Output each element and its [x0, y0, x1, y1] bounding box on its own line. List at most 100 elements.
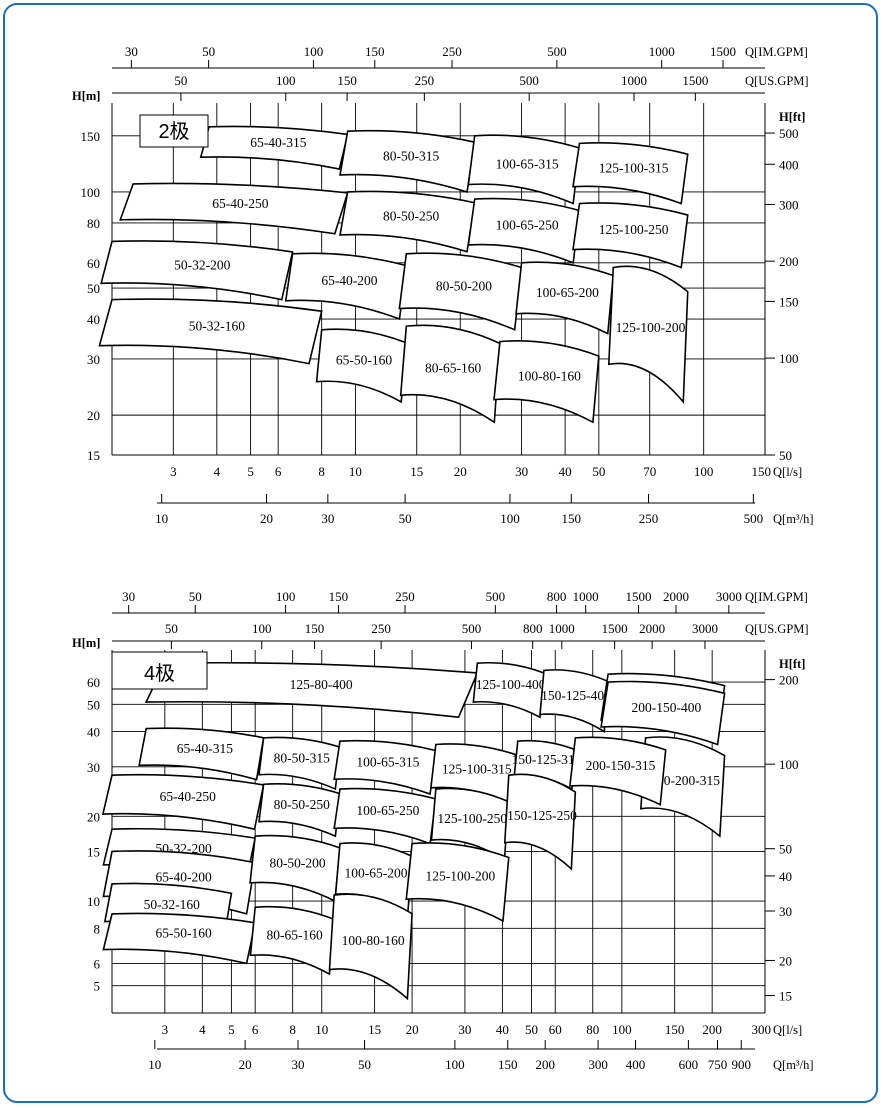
x-tick-ls: 15 [410, 464, 423, 479]
zone-100-65-315 [467, 134, 581, 205]
zone-label: 80-50-315 [383, 148, 439, 163]
x-tick-ls: 40 [496, 1022, 509, 1037]
y-tick-ft: 30 [779, 904, 792, 919]
x-tick-usgpm: 50 [165, 621, 178, 636]
y-label-ft: H[ft] [779, 657, 805, 671]
x-tick-ls: 150 [665, 1022, 685, 1037]
zone-label: 65-40-200 [321, 273, 377, 288]
zone-label: 125-100-315 [442, 761, 512, 776]
zone-125-100-250 [572, 202, 689, 269]
x-tick-imgpm: 150 [365, 44, 385, 59]
zone-65-40-200 [284, 252, 408, 321]
y-tick-ft: 40 [779, 869, 792, 884]
x-tick-ls: 6 [275, 464, 282, 479]
x-tick-m3h: 20 [260, 511, 273, 526]
x-tick-ls: 50 [592, 464, 605, 479]
x-tick-imgpm: 800 [547, 589, 567, 604]
x-tick-ls: 100 [694, 464, 714, 479]
y-tick-h: 30 [87, 760, 100, 775]
zone-label: 100-65-200 [536, 285, 599, 300]
x-tick-m3h: 500 [744, 511, 764, 526]
y-tick-h: 30 [87, 352, 100, 367]
x-tick-m3h: 400 [626, 1057, 646, 1072]
x-tick-ls: 20 [406, 1022, 419, 1037]
x-tick-usgpm: 1500 [602, 621, 628, 636]
x-tick-ls: 200 [702, 1022, 722, 1037]
x-label-usgpm: Q[US.GPM] [745, 74, 809, 88]
zone-label: 65-40-315 [177, 741, 233, 756]
x-tick-m3h: 10 [155, 511, 168, 526]
y-tick-ft: 500 [779, 126, 799, 141]
y-tick-ft: 200 [779, 673, 799, 688]
x-tick-m3h: 150 [498, 1057, 518, 1072]
y-tick-h: 8 [94, 921, 101, 936]
x-tick-m3h: 150 [562, 511, 582, 526]
zone-100-65-250 [467, 197, 581, 264]
zone-label: 50-32-160 [144, 897, 200, 912]
y-tick-ft: 20 [779, 953, 792, 968]
x-label-m3h: Q[m³/h] [773, 1058, 814, 1072]
zone-100-65-315 [333, 739, 437, 796]
y-tick-ft: 100 [779, 757, 799, 772]
y-tick-ft: 15 [779, 989, 792, 1004]
x-tick-ls: 20 [454, 464, 467, 479]
x-tick-usgpm: 150 [305, 621, 325, 636]
zone-label: 65-50-160 [336, 352, 392, 367]
x-tick-ls: 300 [752, 1022, 772, 1037]
x-tick-usgpm: 1500 [682, 73, 708, 88]
x-tick-ls: 15 [368, 1022, 381, 1037]
x-tick-usgpm: 1000 [621, 73, 647, 88]
chart-2-pole: 3 4 5 6 8 10 15 20 30 40 50 70 100 150 Q[l/s]152030405… [72, 44, 814, 526]
zone-label: 125-100-250 [599, 222, 669, 237]
x-tick-ls: 3 [170, 464, 177, 479]
zone-label: 125-80-400 [290, 677, 353, 692]
x-tick-ls: 10 [349, 464, 362, 479]
zone-label: 80-50-250 [274, 797, 330, 812]
zone-100-80-160 [493, 340, 600, 424]
x-tick-m3h: 20 [239, 1057, 252, 1072]
zone-200-150-315 [569, 736, 667, 806]
x-tick-m3h: 50 [358, 1057, 371, 1072]
x-tick-ls: 3 [162, 1022, 169, 1037]
x-tick-ls: 50 [525, 1022, 538, 1037]
x-tick-m3h: 30 [321, 511, 334, 526]
y-tick-ft: 150 [779, 294, 799, 309]
x-tick-imgpm: 500 [486, 589, 506, 604]
x-tick-ls: 8 [318, 464, 325, 479]
zone-label: 150-125-400 [541, 688, 611, 703]
y-label-ft: H[ft] [779, 110, 805, 124]
x-tick-usgpm: 800 [523, 621, 543, 636]
x-tick-imgpm: 250 [395, 589, 415, 604]
zone-100-80-160 [328, 893, 413, 1001]
zone-label: 125-100-250 [437, 811, 507, 826]
x-tick-ls: 5 [228, 1022, 235, 1037]
zone-50-32-160 [98, 298, 323, 365]
x-tick-imgpm: 1000 [649, 44, 675, 59]
x-tick-imgpm: 500 [547, 44, 567, 59]
y-tick-h: 150 [81, 129, 101, 144]
y-tick-h: 60 [87, 256, 100, 271]
y-tick-h: 20 [87, 408, 100, 423]
x-tick-usgpm: 2000 [639, 621, 665, 636]
y-label-h: H[m] [72, 89, 100, 103]
zone-50-32-200 [100, 240, 294, 301]
zone-label: 50-32-160 [189, 318, 245, 333]
zone-label: 150-125-315 [512, 752, 582, 767]
y-tick-ft: 50 [779, 842, 792, 857]
x-tick-m3h: 50 [399, 511, 412, 526]
zone-label: 65-40-250 [212, 196, 268, 211]
zone-80-65-160 [249, 905, 336, 976]
x-tick-imgpm: 50 [189, 589, 202, 604]
y-tick-h: 15 [87, 844, 100, 859]
x-tick-ls: 10 [315, 1022, 328, 1037]
zone-65-50-160 [102, 912, 257, 965]
x-tick-usgpm: 150 [337, 73, 357, 88]
zone-65-40-315 [199, 125, 349, 170]
zone-label: 125-100-200 [616, 320, 686, 335]
x-tick-ls: 100 [612, 1022, 632, 1037]
x-tick-m3h: 300 [588, 1057, 608, 1072]
x-tick-usgpm: 500 [519, 73, 539, 88]
y-tick-h: 40 [87, 312, 100, 327]
x-label-usgpm: Q[US.GPM] [745, 622, 809, 636]
x-tick-imgpm: 150 [329, 589, 349, 604]
